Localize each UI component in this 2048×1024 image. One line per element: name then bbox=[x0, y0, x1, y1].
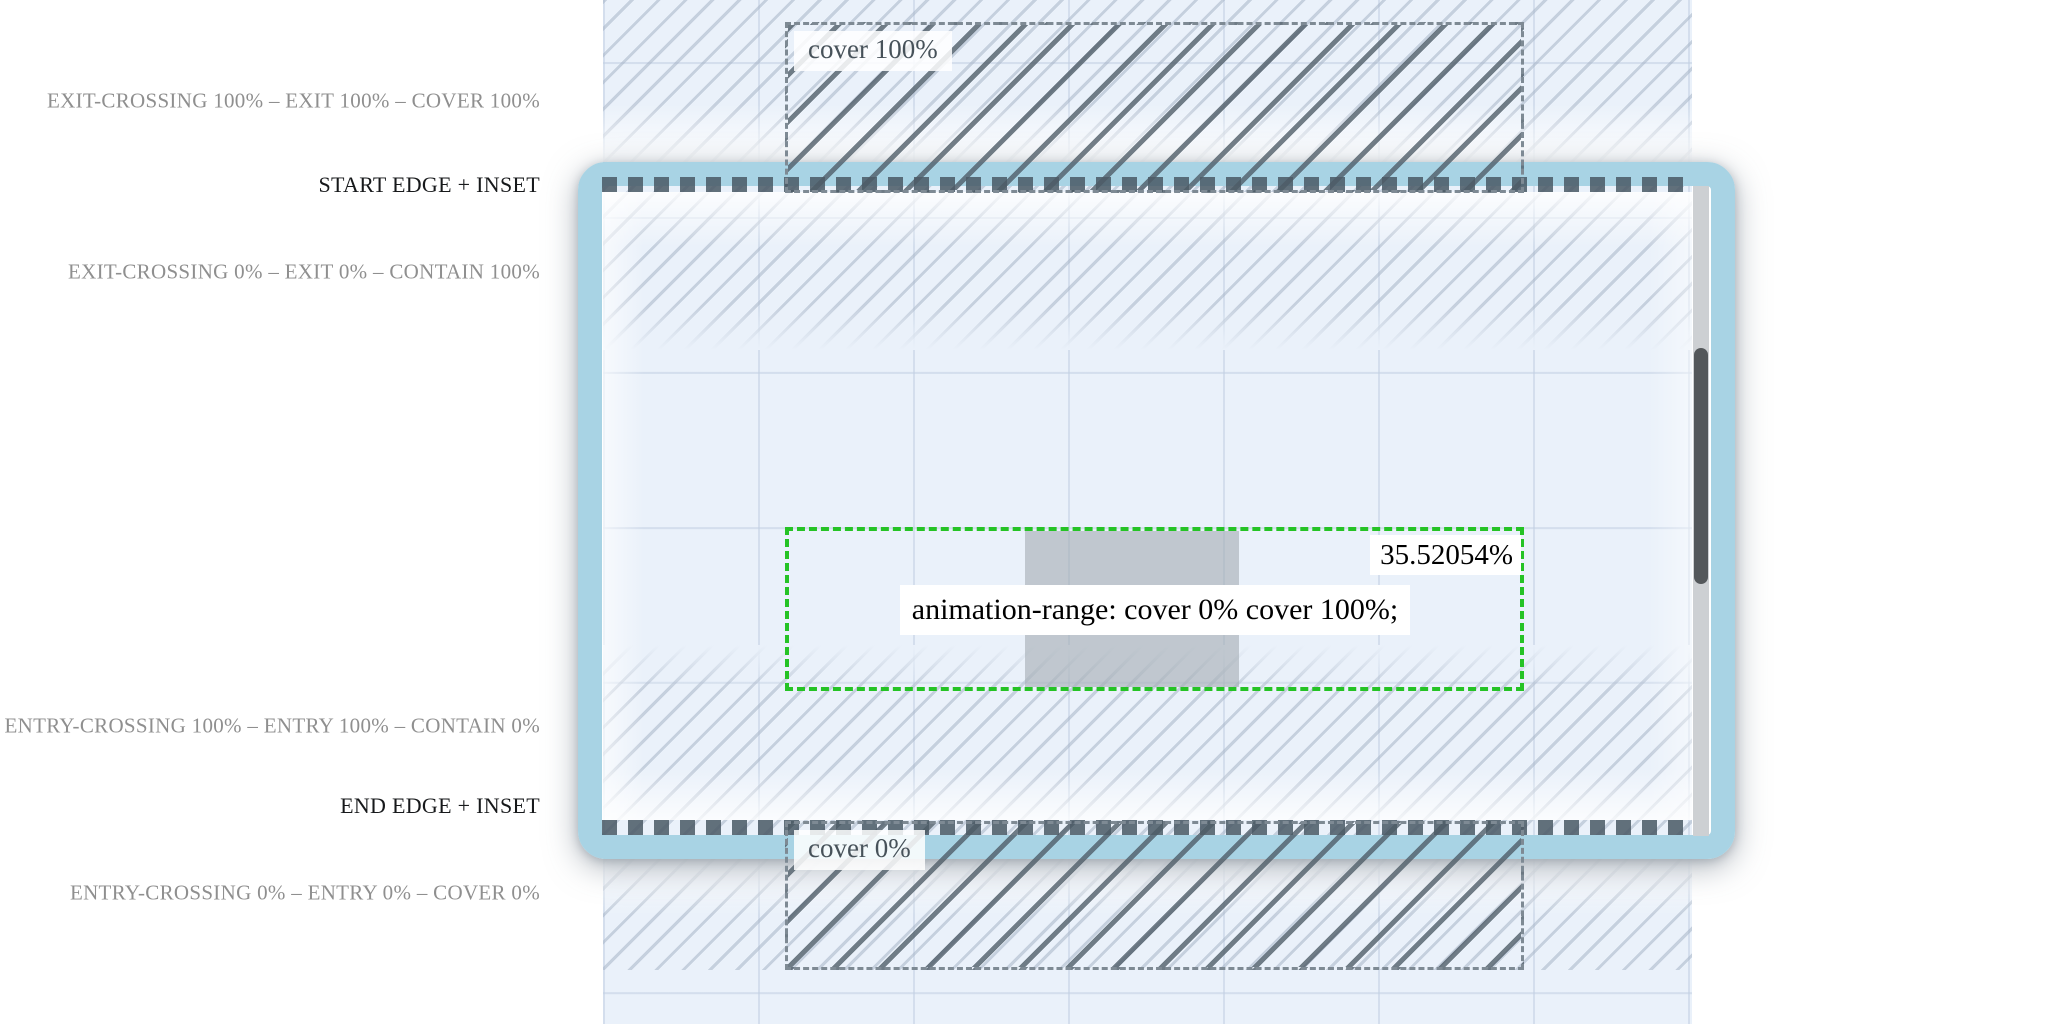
edge-fade-inside-right bbox=[1648, 192, 1693, 820]
scrollport-frame[interactable] bbox=[578, 162, 1735, 859]
animation-range-declaration: animation-range: cover 0% cover 100%; bbox=[900, 585, 1410, 635]
ruler-label-entry-crossing-0: ENTRY-CROSSING 0% – ENTRY 0% – COVER 0% bbox=[69, 880, 540, 905]
edge-fade-inside-top bbox=[602, 192, 1693, 247]
cover-start-label: cover 0% bbox=[794, 830, 925, 870]
ruler-label-start-edge: START EDGE + INSET bbox=[318, 172, 540, 197]
cover-end-label: cover 100% bbox=[794, 31, 952, 71]
ruler-label-entry-crossing-100: ENTRY-CROSSING 100% – ENTRY 100% – CONTA… bbox=[4, 713, 540, 738]
edge-fade-inside-left bbox=[602, 192, 644, 820]
cover-end-range-box: cover 100% bbox=[785, 22, 1524, 193]
ruler-label-exit-crossing-100: EXIT-CROSSING 100% – EXIT 100% – COVER 1… bbox=[47, 88, 540, 113]
cover-start-range-box: cover 0% bbox=[785, 821, 1524, 970]
scrollbar-thumb[interactable] bbox=[1694, 348, 1708, 584]
edge-fade-inside-bottom bbox=[602, 768, 1693, 820]
ruler-label-end-edge: END EDGE + INSET bbox=[340, 793, 540, 818]
ruler-label-exit-crossing-0: EXIT-CROSSING 0% – EXIT 0% – CONTAIN 100… bbox=[67, 259, 540, 284]
progress-value: 35.52054% bbox=[1370, 535, 1521, 575]
